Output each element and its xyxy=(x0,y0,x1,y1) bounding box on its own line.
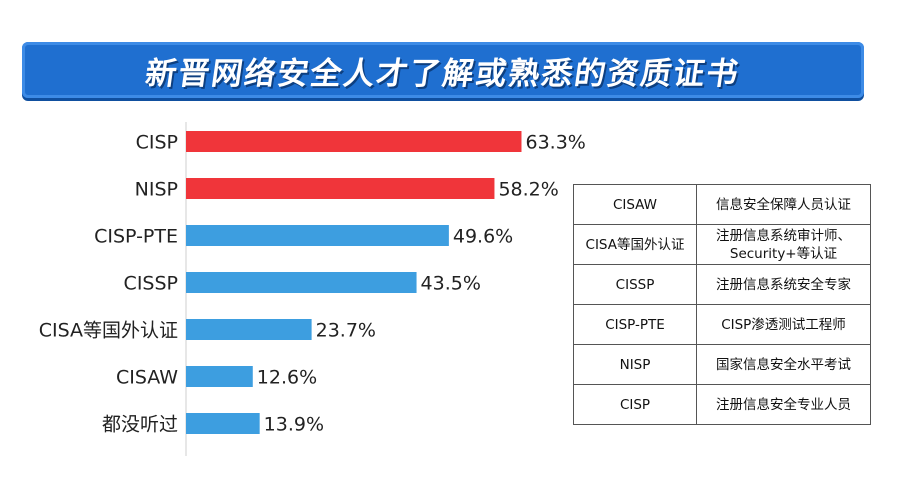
value-label: 23.7% xyxy=(316,320,376,342)
cert-description: 注册信息系统安全专家 xyxy=(696,264,871,305)
value-label: 63.3% xyxy=(525,132,585,154)
bar-7 xyxy=(186,413,260,434)
category-label: CISP xyxy=(136,132,178,154)
value-label: 49.6% xyxy=(453,226,513,248)
cert-name: CISA等国外认证 xyxy=(573,224,697,265)
category-label: NISP xyxy=(135,179,178,201)
title-banner: 新晋网络安全人才了解或熟悉的资质证书 xyxy=(22,42,864,98)
cert-name: CISP xyxy=(573,384,697,425)
cert-description: 注册信息系统审计师、Security+等认证 xyxy=(696,224,871,265)
bar-2 xyxy=(186,178,495,199)
bar-1 xyxy=(186,131,522,152)
category-label: CISSP xyxy=(124,273,178,295)
value-label: 13.9% xyxy=(264,414,324,436)
bar-4 xyxy=(186,272,417,293)
bar-3 xyxy=(186,225,449,246)
table-row: CISSP 注册信息系统安全专家 xyxy=(573,264,871,305)
category-label: 都没听过 xyxy=(102,414,178,436)
table-row: CISAW 信息安全保障人员认证 xyxy=(573,184,871,225)
table-row: CISP 注册信息安全专业人员 xyxy=(573,384,871,425)
category-label: CISP-PTE xyxy=(94,226,178,248)
bar-5 xyxy=(186,319,312,340)
cert-name: CISAW xyxy=(573,184,697,225)
cert-name: CISP-PTE xyxy=(573,304,697,345)
table-row: CISA等国外认证 注册信息系统审计师、Security+等认证 xyxy=(573,224,871,265)
cert-description: 信息安全保障人员认证 xyxy=(696,184,871,225)
cert-description: 国家信息安全水平考试 xyxy=(696,344,871,385)
category-label: CISA等国外认证 xyxy=(39,320,178,342)
value-label: 43.5% xyxy=(421,273,481,295)
table-row: NISP 国家信息安全水平考试 xyxy=(573,344,871,385)
cert-name: NISP xyxy=(573,344,697,385)
cert-description: CISP渗透测试工程师 xyxy=(696,304,871,345)
value-label: 12.6% xyxy=(257,367,317,389)
certificate-legend-table: CISAW 信息安全保障人员认证 CISA等国外认证 注册信息系统审计师、Sec… xyxy=(573,184,871,425)
value-label: 58.2% xyxy=(498,179,558,201)
table-row: CISP-PTE CISP渗透测试工程师 xyxy=(573,304,871,345)
cert-name: CISSP xyxy=(573,264,697,305)
bar-6 xyxy=(186,366,253,387)
cert-description: 注册信息安全专业人员 xyxy=(696,384,871,425)
category-label: CISAW xyxy=(116,367,178,389)
